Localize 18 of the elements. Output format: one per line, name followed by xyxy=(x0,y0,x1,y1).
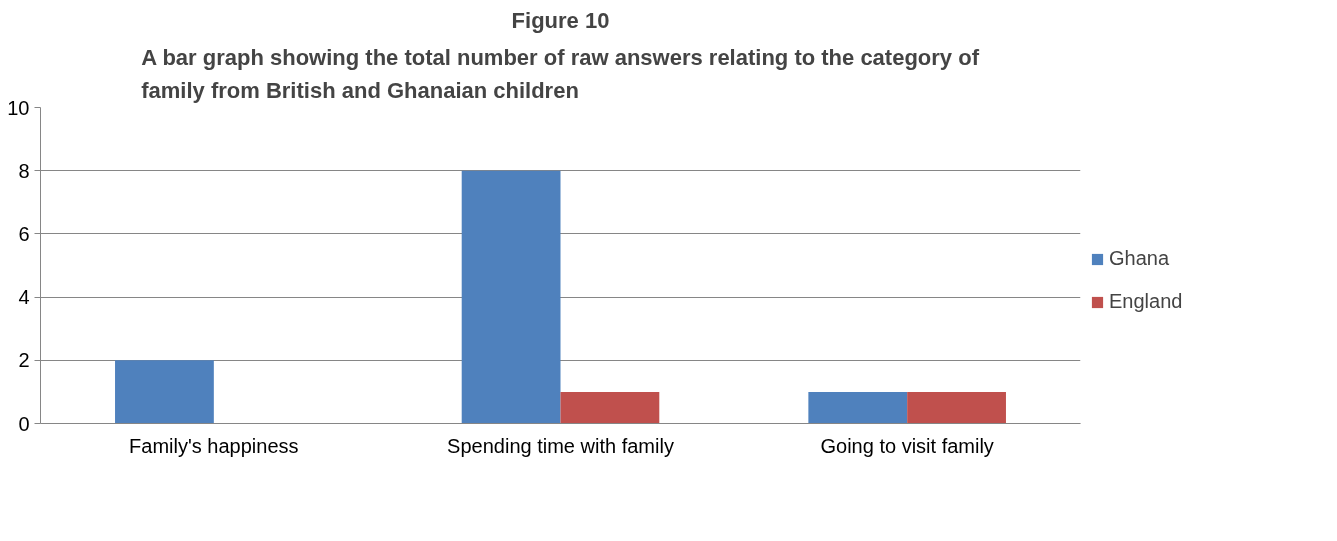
bar xyxy=(115,360,214,424)
legend-label: Ghana xyxy=(1109,247,1170,270)
x-tick-label: Going to visit family xyxy=(820,434,994,457)
y-tick-label: 8 xyxy=(18,159,30,182)
y-tick-label: 4 xyxy=(18,286,30,309)
y-tick-label: 2 xyxy=(18,349,30,372)
y-tick-label: 0 xyxy=(18,412,30,435)
bar xyxy=(808,391,908,424)
chart-title: Figure 10 xyxy=(511,7,610,33)
legend-label: England xyxy=(1109,290,1183,313)
bar xyxy=(560,391,660,424)
bar xyxy=(907,391,1006,424)
x-tick-label: Family's happiness xyxy=(129,434,299,457)
chart-subtitle: A bar graph showing the total number of raw answers relating to the category of family from British and Ghanaian children xyxy=(141,45,980,103)
y-tick-label: 10 xyxy=(7,96,30,119)
y-tick-label: 6 xyxy=(18,222,30,245)
bar xyxy=(461,170,561,424)
x-tick-label: Spending time with family xyxy=(447,434,674,457)
